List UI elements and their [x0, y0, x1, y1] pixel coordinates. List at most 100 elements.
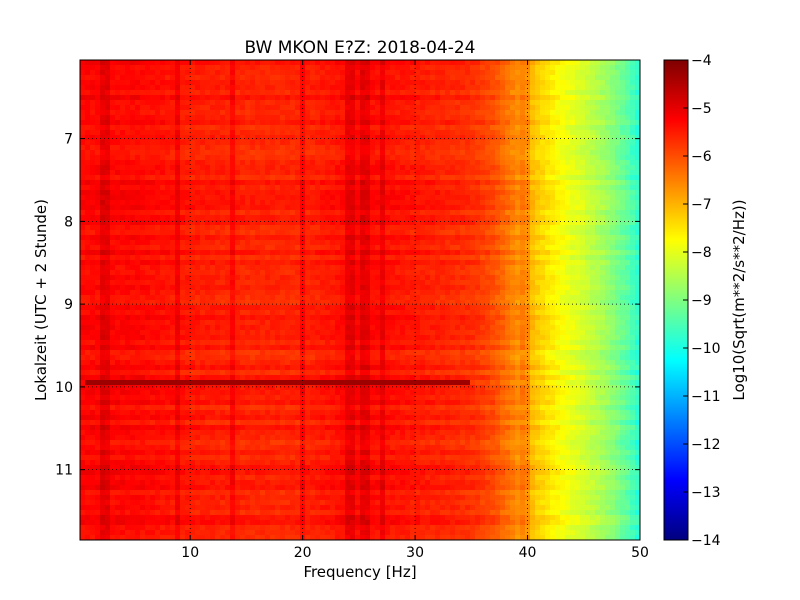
heatmap-cell: [295, 215, 301, 221]
heatmap-cell: [505, 85, 511, 91]
heatmap-cell: [375, 120, 381, 126]
heatmap-cell: [185, 235, 191, 241]
heatmap-cell: [150, 190, 156, 196]
heatmap-cell: [405, 260, 411, 266]
heatmap-cell: [595, 240, 601, 246]
heatmap-cell: [320, 170, 326, 176]
heatmap-cell: [315, 265, 321, 271]
heatmap-cell: [145, 175, 151, 181]
heatmap-cell: [140, 150, 146, 156]
heatmap-cell: [475, 265, 481, 271]
heatmap-cell: [345, 135, 351, 141]
heatmap-cell: [570, 265, 576, 271]
heatmap-cell: [320, 240, 326, 246]
heatmap-cell: [535, 85, 541, 91]
heatmap-cell: [605, 165, 611, 171]
heatmap-cell: [550, 255, 556, 261]
heatmap-cell: [165, 245, 171, 251]
heatmap-cell: [135, 80, 141, 86]
heatmap-cell: [290, 65, 296, 71]
heatmap-cell: [495, 260, 501, 266]
heatmap-cell: [600, 195, 606, 201]
heatmap-cell: [455, 220, 461, 226]
heatmap-cell: [210, 250, 216, 256]
heatmap-cell: [370, 125, 376, 131]
heatmap-cell: [80, 65, 86, 71]
heatmap-cell: [435, 195, 441, 201]
heatmap-cell: [500, 90, 506, 96]
heatmap-cell: [100, 65, 106, 71]
heatmap-cell: [395, 115, 401, 121]
heatmap-cell: [610, 260, 616, 266]
heatmap-cell: [495, 140, 501, 146]
heatmap-cell: [245, 80, 251, 86]
heatmap-cell: [200, 240, 206, 246]
heatmap-cell: [395, 70, 401, 76]
heatmap-cell: [365, 75, 371, 81]
heatmap-cell: [330, 240, 336, 246]
heatmap-cell: [295, 160, 301, 166]
heatmap-cell: [265, 155, 271, 161]
heatmap-cell: [190, 110, 196, 116]
heatmap-cell: [100, 100, 106, 106]
heatmap-cell: [135, 100, 141, 106]
heatmap-cell: [375, 260, 381, 266]
heatmap-cell: [80, 205, 86, 211]
heatmap-cell: [465, 160, 471, 166]
heatmap-cell: [475, 250, 481, 256]
heatmap-cell: [385, 120, 391, 126]
heatmap-cell: [565, 265, 571, 271]
heatmap-cell: [235, 270, 241, 276]
heatmap-cell: [465, 145, 471, 151]
heatmap-cell: [260, 60, 266, 66]
heatmap-cell: [520, 150, 526, 156]
heatmap-cell: [285, 80, 291, 86]
heatmap-cell: [535, 110, 541, 116]
heatmap-cell: [150, 60, 156, 66]
heatmap-cell: [440, 175, 446, 181]
heatmap-cell: [275, 120, 281, 126]
heatmap-cell: [330, 270, 336, 276]
heatmap-cell: [375, 90, 381, 96]
heatmap-cell: [165, 210, 171, 216]
heatmap-cell: [125, 135, 131, 141]
heatmap-cell: [235, 240, 241, 246]
heatmap-cell: [500, 240, 506, 246]
heatmap-cell: [360, 275, 366, 281]
heatmap-cell: [135, 95, 141, 101]
heatmap-cell: [245, 270, 251, 276]
heatmap-cell: [435, 225, 441, 231]
heatmap-cell: [285, 120, 291, 126]
heatmap-cell: [280, 165, 286, 171]
heatmap-cell: [220, 145, 226, 151]
heatmap-cell: [300, 115, 306, 121]
heatmap-cell: [120, 95, 126, 101]
heatmap-cell: [525, 115, 531, 121]
heatmap-cell: [530, 265, 536, 271]
heatmap-cell: [295, 110, 301, 116]
heatmap-cell: [270, 210, 276, 216]
heatmap-cell: [360, 245, 366, 251]
heatmap-cell: [175, 105, 181, 111]
heatmap-cell: [175, 265, 181, 271]
heatmap-cell: [190, 265, 196, 271]
heatmap-cell: [625, 180, 631, 186]
heatmap-cell: [95, 150, 101, 156]
heatmap-cell: [395, 100, 401, 106]
heatmap-cell: [225, 250, 231, 256]
heatmap-cell: [210, 240, 216, 246]
heatmap-cell: [310, 135, 316, 141]
heatmap-cell: [545, 70, 551, 76]
heatmap-cell: [350, 120, 356, 126]
heatmap-cell: [215, 165, 221, 171]
heatmap-cell: [130, 270, 136, 276]
heatmap-cell: [185, 165, 191, 171]
heatmap-cell: [585, 75, 591, 81]
heatmap-cell: [415, 70, 421, 76]
heatmap-cell: [605, 255, 611, 261]
heatmap-cell: [255, 220, 261, 226]
heatmap-cell: [625, 95, 631, 101]
heatmap-cell: [365, 205, 371, 211]
heatmap-cell: [180, 135, 186, 141]
heatmap-cell: [250, 155, 256, 161]
